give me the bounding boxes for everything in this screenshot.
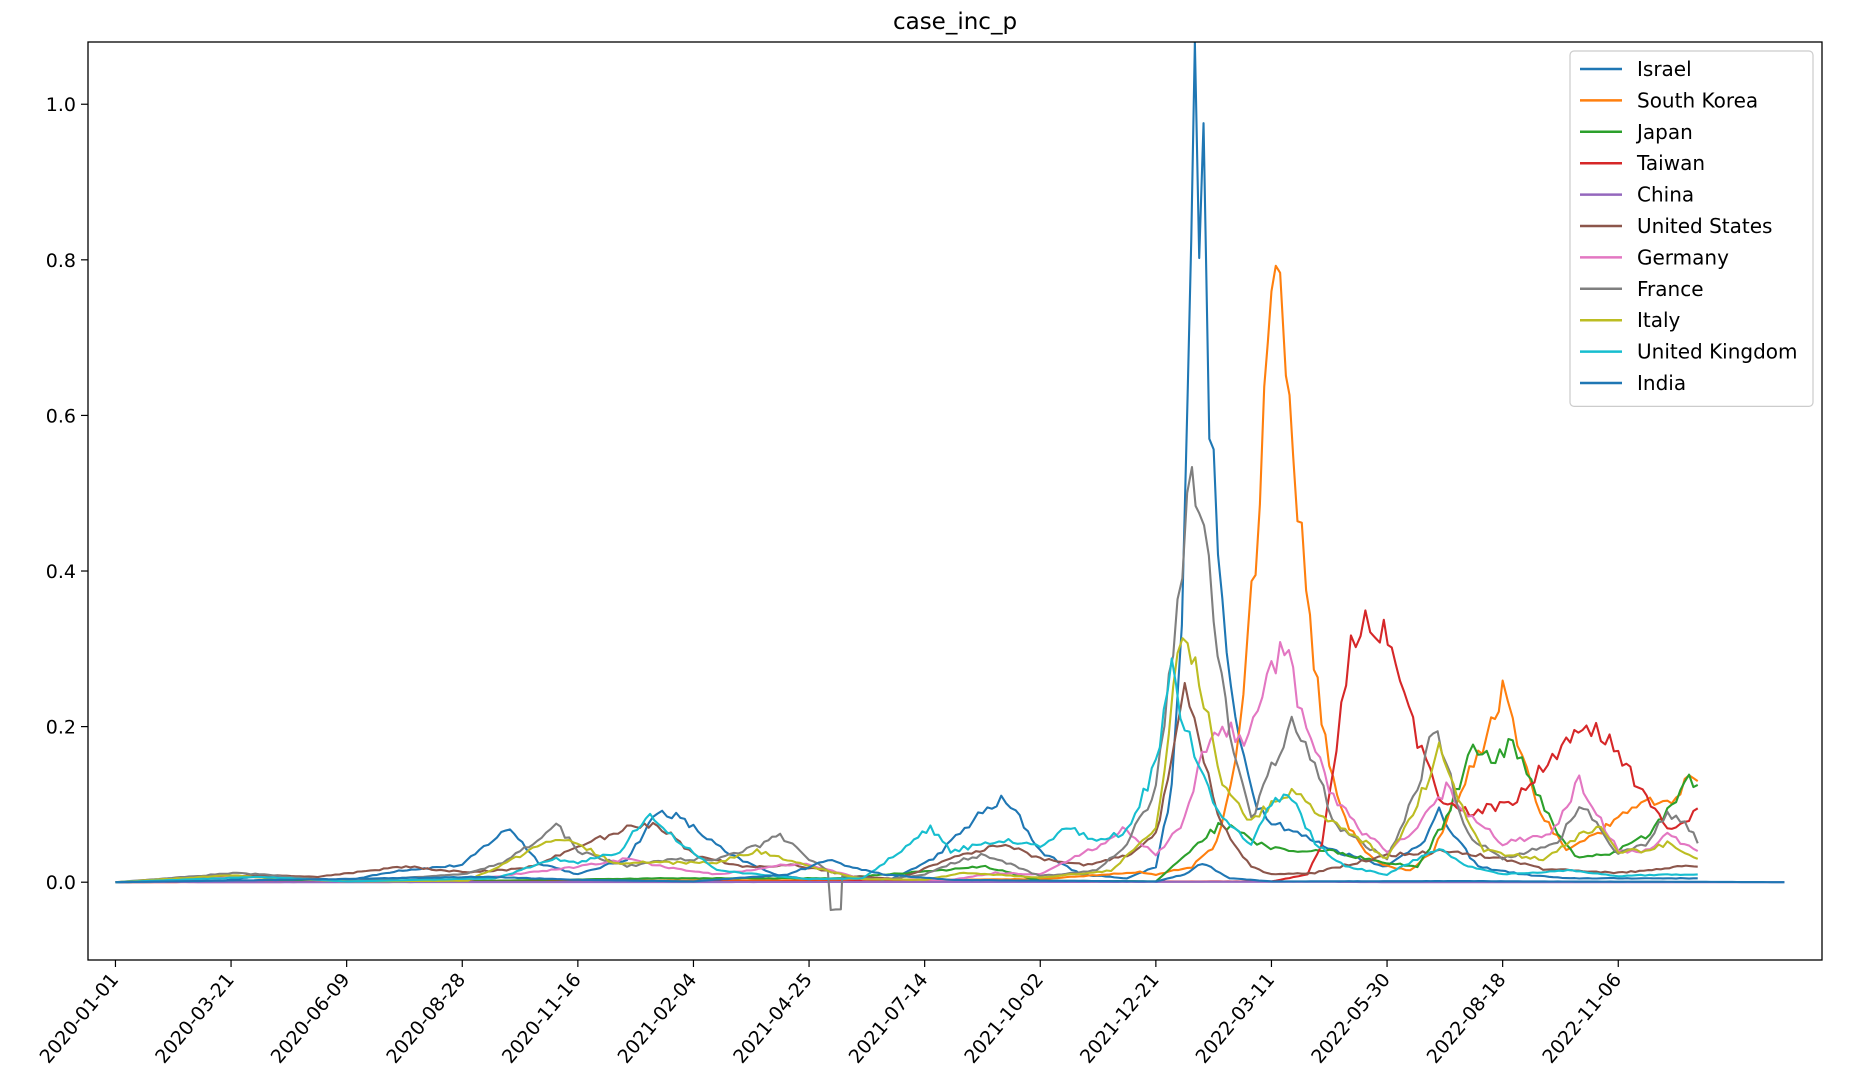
legend: Israel South Korea Japan Taiwan China United … xyxy=(1569,50,1814,407)
y-tick-label: 0.6 xyxy=(46,405,76,427)
legend-label: South Korea xyxy=(1637,88,1758,112)
y-axis: 0.0 0.2 0.4 0.6 0.8 1.0 xyxy=(46,94,88,894)
legend-label: France xyxy=(1637,277,1704,301)
series-layer xyxy=(115,42,1785,912)
y-tick-label: 0.0 xyxy=(46,872,76,894)
chart-title: case_inc_p xyxy=(893,9,1017,35)
legend-label: United Kingdom xyxy=(1637,340,1798,364)
legend-label: Israel xyxy=(1637,57,1692,81)
y-tick-label: 1.0 xyxy=(46,94,76,116)
y-tick-label: 0.8 xyxy=(46,250,76,272)
legend-label: Taiwan xyxy=(1636,151,1705,175)
y-tick-label: 0.2 xyxy=(46,717,76,739)
legend-label: United States xyxy=(1637,214,1772,238)
plot-frame xyxy=(87,41,1823,961)
series-line xyxy=(115,657,1698,884)
y-tick-label: 0.4 xyxy=(46,561,76,583)
legend-label: Italy xyxy=(1637,308,1681,332)
legend-box xyxy=(1569,50,1814,407)
legend-label: Japan xyxy=(1635,120,1693,144)
legend-label: Germany xyxy=(1637,245,1729,269)
legend-label: India xyxy=(1637,371,1686,395)
series-line xyxy=(115,859,1785,884)
legend-label: China xyxy=(1637,183,1694,207)
